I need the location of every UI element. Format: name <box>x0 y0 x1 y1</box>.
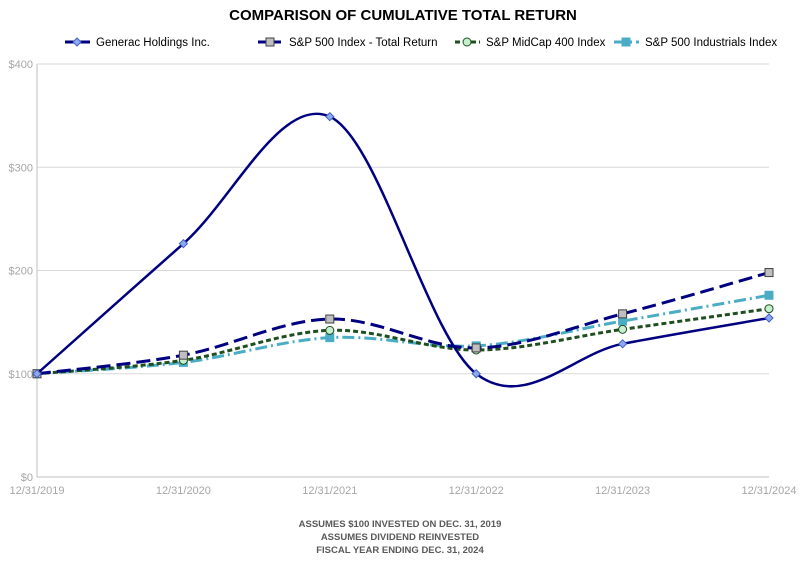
chart-title: COMPARISON OF CUMULATIVE TOTAL RETURN <box>229 7 577 24</box>
series-line <box>36 271 770 376</box>
data-point <box>462 37 472 47</box>
data-point <box>325 325 335 335</box>
y-tick-label: $300 <box>9 162 33 174</box>
data-point <box>471 343 481 353</box>
footnote: FISCAL YEAR ENDING DEC. 31, 2024 <box>316 545 484 556</box>
y-tick-label: $100 <box>9 369 33 381</box>
data-point <box>764 290 774 300</box>
footnote: ASSUMES $100 INVESTED ON DEC. 31, 2019 <box>299 519 502 530</box>
footnote: ASSUMES DIVIDEND REINVESTED <box>321 532 479 543</box>
data-point <box>618 324 628 334</box>
data-point <box>617 339 628 349</box>
x-tick-label: 12/31/2023 <box>595 485 650 497</box>
series-line <box>36 293 770 376</box>
data-point <box>72 37 82 47</box>
data-point <box>178 238 189 249</box>
y-tick-label: $200 <box>9 266 33 278</box>
legend: Generac Holdings Inc. S&P 500 Index - Tot… <box>65 37 777 49</box>
data-point <box>618 316 628 326</box>
x-tick-label: 12/31/2024 <box>741 485 796 497</box>
legend-item: S&P MidCap 400 Index <box>455 37 606 49</box>
data-point <box>621 37 631 47</box>
data-point <box>325 111 335 122</box>
y-tick-label: $0 <box>21 472 33 484</box>
legend-label: Generac Holdings Inc. <box>96 37 210 49</box>
data-point <box>325 314 335 324</box>
legend-item: S&P 500 Index - Total Return <box>258 37 438 49</box>
series-line <box>36 112 770 388</box>
data-point <box>325 333 335 343</box>
data-point <box>618 309 628 319</box>
x-tick-label: 12/31/2021 <box>302 485 357 497</box>
data-point <box>764 268 774 278</box>
legend-item: S&P 500 Industrials Index <box>614 37 777 49</box>
data-point <box>265 37 275 47</box>
x-tick-label: 12/31/2022 <box>449 485 504 497</box>
data-point <box>471 369 481 379</box>
data-point <box>764 313 774 323</box>
legend-item: Generac Holdings Inc. <box>65 37 210 49</box>
x-tick-label: 12/31/2019 <box>9 485 64 497</box>
data-point <box>32 369 42 379</box>
series-line <box>36 307 770 376</box>
legend-label: S&P 500 Industrials Index <box>645 37 777 49</box>
data-point <box>178 350 188 360</box>
legend-label: S&P 500 Index - Total Return <box>289 37 438 49</box>
x-tick-label: 12/31/2020 <box>156 485 211 497</box>
y-tick-label: $400 <box>9 59 33 71</box>
legend-label: S&P MidCap 400 Index <box>486 37 606 49</box>
data-point <box>764 304 774 314</box>
series <box>32 111 774 388</box>
